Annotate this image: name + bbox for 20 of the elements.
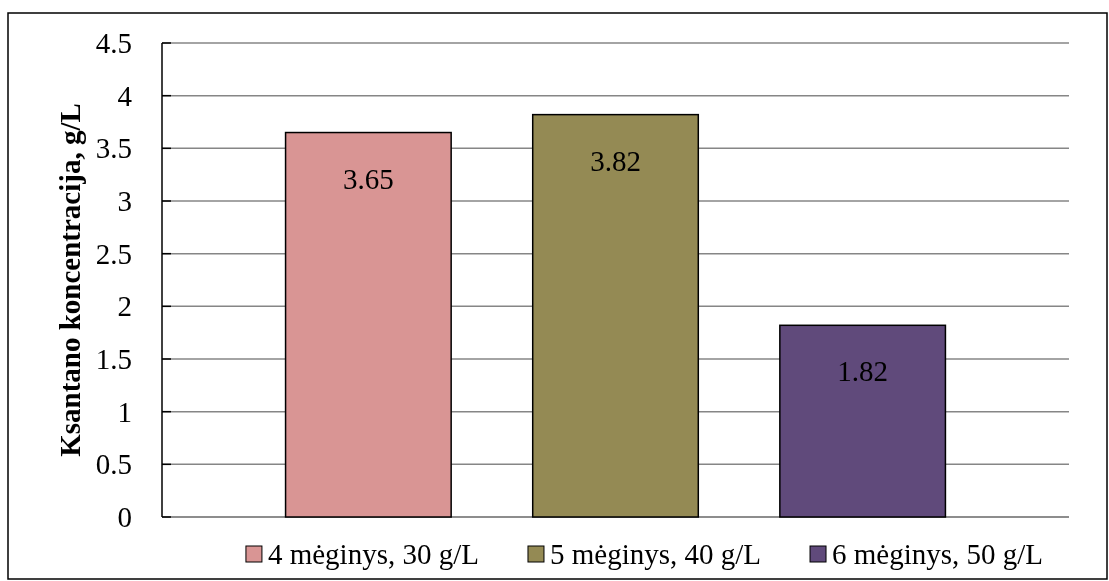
legend-label: 4 mėginys, 30 g/L <box>267 538 479 570</box>
y-tick-label: 3.5 <box>95 132 132 165</box>
y-tick-label: 0 <box>117 501 132 534</box>
y-tick-label: 0.5 <box>95 448 132 481</box>
y-tick-label: 4 <box>117 79 133 112</box>
data-label: 3.65 <box>342 162 394 195</box>
data-label: 3.82 <box>590 144 641 177</box>
bar <box>779 324 947 518</box>
bar <box>531 113 700 518</box>
y-tick-label: 2.5 <box>95 237 132 270</box>
y-tick-label: 2 <box>117 290 132 323</box>
y-tick-label: 3 <box>117 185 132 218</box>
y-tick-label: 1 <box>117 395 132 428</box>
y-tick-label: 4.5 <box>95 27 132 60</box>
y-axis-title: Ksantano koncentracija, g/L <box>54 103 86 457</box>
bar <box>284 131 452 518</box>
legend-label: 5 mėginys, 40 g/L <box>549 538 762 570</box>
data-label: 1.82 <box>837 355 889 388</box>
legend-label: 6 mėginys, 50 g/L <box>832 538 1044 570</box>
y-tick-label: 1.5 <box>95 343 132 376</box>
